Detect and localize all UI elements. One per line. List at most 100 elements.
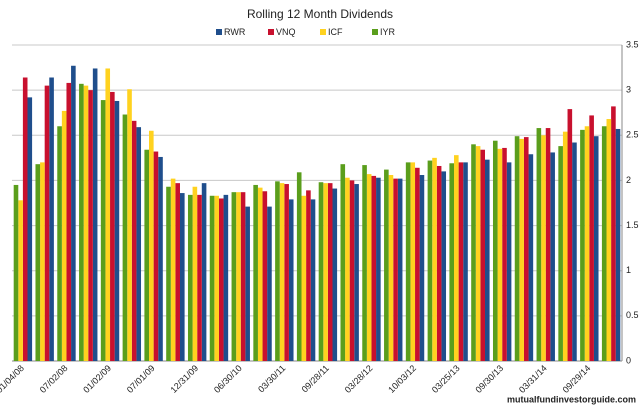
source: mutualfundinvestorguide.com (507, 394, 636, 404)
bar (366, 174, 372, 361)
bar (419, 175, 425, 361)
bar (35, 164, 41, 361)
x-tick-label: 03/28/12 (343, 363, 375, 395)
x-tick-label: 01/04/08 (0, 363, 26, 395)
bar (388, 175, 394, 361)
bar (27, 97, 33, 361)
bar (192, 186, 198, 361)
bar (88, 90, 93, 362)
bar (245, 206, 250, 361)
y-tick-label: 1 (626, 265, 631, 275)
bar (223, 194, 229, 361)
bar (18, 200, 23, 361)
bar (22, 77, 28, 361)
bar (393, 178, 398, 361)
legend-swatch (268, 29, 274, 35)
bar (40, 162, 45, 361)
bar (79, 83, 84, 361)
bar (584, 126, 590, 361)
bar (332, 188, 338, 361)
y-tick-label: 3.5 (626, 39, 639, 49)
bar (301, 195, 307, 361)
legend-swatch (320, 29, 326, 35)
bar (57, 126, 62, 361)
bar (436, 165, 442, 361)
bar (480, 149, 485, 361)
x-tick-label: 03/31/14 (517, 363, 549, 395)
bar (615, 128, 621, 361)
bar (558, 146, 563, 361)
legend-label: IYR (380, 27, 396, 37)
bar (66, 82, 72, 362)
bar (427, 160, 433, 361)
y-tick-label: 2 (626, 175, 631, 185)
y-tick-label: 1.5 (626, 220, 639, 230)
bar (114, 100, 120, 361)
bar (296, 172, 302, 361)
x-tick-label: 09/30/13 (473, 363, 505, 395)
bar (572, 142, 577, 361)
bar (449, 163, 455, 361)
bar (257, 187, 263, 361)
bar (484, 159, 490, 361)
bar (279, 183, 285, 361)
bar (514, 136, 520, 361)
bar (83, 85, 89, 361)
x-tick-label: 06/30/10 (212, 363, 244, 395)
y-tick-label: 2.5 (626, 130, 639, 140)
bar (376, 177, 381, 361)
bar (323, 183, 328, 361)
x-tick-label: 07/01/09 (125, 363, 157, 395)
bar (519, 138, 524, 361)
bar (454, 155, 459, 361)
x-tick-label: 03/30/11 (256, 363, 287, 394)
bar (201, 183, 207, 361)
bar (253, 184, 258, 361)
bar (231, 192, 237, 361)
bar (153, 151, 159, 361)
x-tick-label: 12/31/09 (168, 363, 200, 395)
bar (384, 169, 389, 361)
bar (593, 136, 599, 361)
bar (179, 193, 185, 361)
bar (262, 191, 268, 361)
x-tick-label: 01/02/09 (81, 363, 113, 395)
bar (44, 85, 50, 361)
bar (187, 194, 193, 361)
bar (49, 77, 54, 361)
bar (523, 137, 529, 361)
legend-label: ICF (328, 27, 343, 37)
bar (100, 100, 106, 362)
bar (354, 184, 359, 361)
bar (71, 65, 76, 361)
bar (492, 140, 498, 361)
legend-label: VNQ (276, 27, 296, 37)
bar (267, 206, 272, 361)
legend-swatch (216, 29, 222, 35)
bar (127, 89, 132, 362)
bar (236, 192, 241, 361)
bar (611, 106, 616, 361)
bar (175, 183, 180, 361)
bar (306, 190, 311, 361)
bar (149, 130, 154, 361)
bar (550, 152, 555, 361)
bar (131, 120, 137, 361)
legend-label: RWR (224, 27, 246, 37)
y-tick-label: 3 (626, 85, 631, 95)
y-tick-label: 0.5 (626, 310, 639, 320)
bar (562, 131, 568, 361)
bar (362, 165, 367, 361)
bar (475, 146, 481, 361)
bar (601, 126, 607, 361)
bar (170, 178, 176, 361)
bar (497, 148, 503, 361)
bar (158, 156, 163, 361)
bar (397, 178, 403, 361)
chart-title: Rolling 12 Month Dividends (247, 7, 393, 21)
bar (589, 115, 594, 362)
bar (458, 162, 464, 361)
bar (110, 91, 115, 361)
bar (471, 144, 476, 361)
